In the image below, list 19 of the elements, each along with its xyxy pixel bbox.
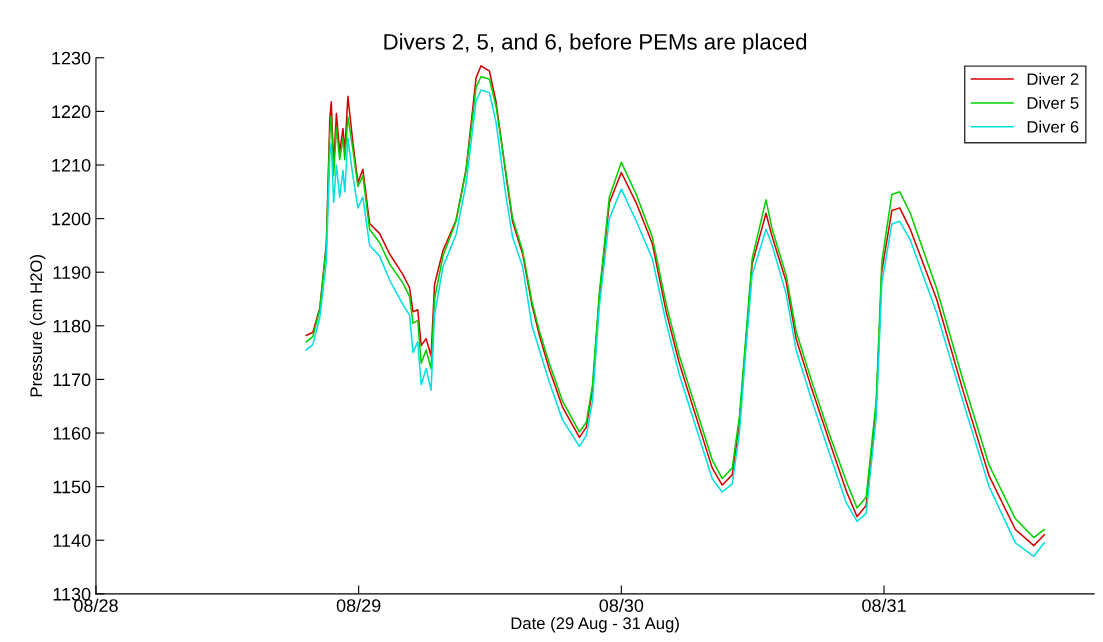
legend-label: Diver 5 [1027,96,1079,109]
x-tick-label: 08/29 [336,598,381,612]
y-tick-label: 1220 [52,105,91,119]
y-tick-label: 1180 [53,319,91,333]
y-tick-label: 1170 [53,373,91,387]
y-tick-label: 1230 [52,51,91,65]
x-tick-label: 08/31 [862,598,906,612]
x-tick-label: 08/30 [599,598,644,612]
chart-title: Divers 2, 5, and 6, before PEMs are placed [384,33,807,55]
legend-label: Diver 6 [1027,120,1079,133]
x-axis-title: Date (29 Aug - 31 Aug) [511,616,679,633]
y-tick-label: 1190 [53,266,91,279]
y-tick-label: 1160 [53,426,91,440]
y-axis-title: Pressure (cm H2O) [29,255,46,397]
y-tick-label: 1210 [52,158,91,172]
y-tick-label: 1140 [53,534,91,547]
legend-label: Diver 2 [1027,72,1079,86]
y-tick-label: 1200 [52,212,91,226]
y-tick-label: 1150 [53,480,91,494]
